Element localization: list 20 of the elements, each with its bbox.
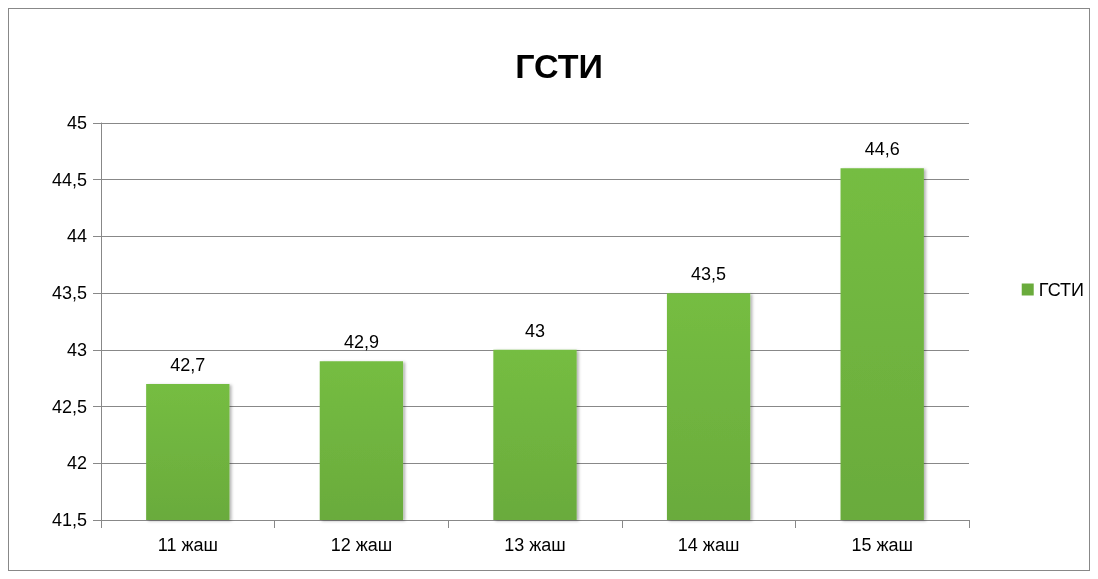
x-tick-label: 12 жаш [330,535,393,555]
y-tick-label: 42 [66,453,87,474]
x-tick-label: 15 жаш [851,535,913,555]
y-tick-label: 44 [66,226,87,247]
data-label: 43 [524,320,546,341]
data-label: 44,6 [864,139,900,160]
y-tick-label: 41,5 [51,510,87,530]
y-tick-label: 43,5 [51,283,87,304]
data-label: 42,7 [170,354,206,375]
x-tick-label: 14 жаш [677,535,740,555]
legend-label: ГСТИ [1038,279,1085,300]
data-label: 42,9 [343,332,379,353]
data-label: 43,5 [691,264,727,285]
y-tick-label: 44,5 [51,169,87,190]
y-tick-label: 45 [66,113,87,133]
x-tick-label: 13 жаш [504,535,566,555]
chart-title: ГСТИ [515,47,603,85]
y-tick-label: 42,5 [51,396,87,417]
y-tick-label: 43 [66,339,87,360]
x-tick-label: 11 жаш [157,535,218,555]
